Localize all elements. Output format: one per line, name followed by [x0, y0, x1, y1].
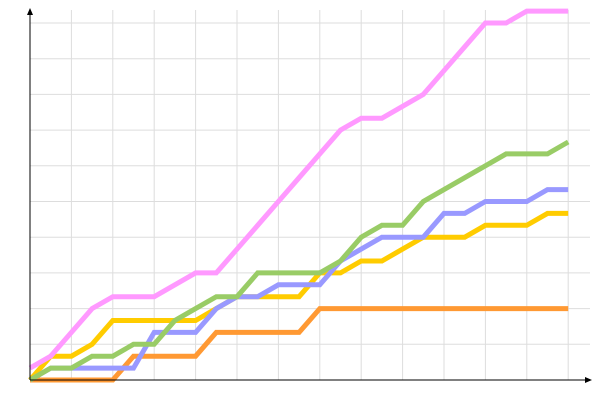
series-line-4	[28, 8, 569, 371]
axes	[27, 8, 592, 383]
y-axis-arrow	[27, 8, 33, 15]
series-line-2	[28, 187, 569, 383]
grid	[30, 10, 590, 380]
x-axis-arrow	[585, 377, 592, 383]
series-line-1	[28, 210, 569, 382]
series-line-0	[30, 306, 569, 383]
series-group	[28, 8, 570, 383]
series-line-3	[28, 139, 570, 383]
